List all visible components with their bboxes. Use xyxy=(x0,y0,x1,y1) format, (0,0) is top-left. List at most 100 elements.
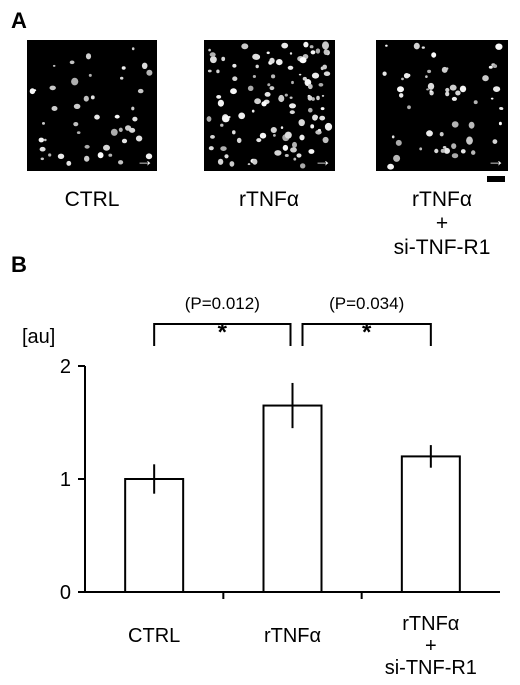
cell-nucleus xyxy=(499,107,503,110)
cell-nucleus xyxy=(310,50,316,55)
cell-nucleus xyxy=(57,153,65,159)
cell-nucleus xyxy=(220,123,224,127)
cell-nucleus xyxy=(413,42,420,50)
cell-nucleus xyxy=(490,97,494,100)
caption-line: si-TNF-R1 xyxy=(393,236,491,259)
cell-nucleus xyxy=(451,143,457,149)
bar xyxy=(262,404,323,593)
x-tick-label: rTNFα xyxy=(264,625,321,647)
cell-nucleus xyxy=(321,94,325,97)
cell-nucleus xyxy=(264,92,271,97)
cell-nucleus xyxy=(425,75,428,78)
cell-nucleus xyxy=(449,84,457,91)
cell-nucleus xyxy=(141,62,148,69)
cell-nucleus xyxy=(94,114,100,120)
cell-nucleus xyxy=(308,149,315,154)
cell-nucleus xyxy=(323,49,329,55)
cell-nucleus xyxy=(255,64,259,69)
cell-nucleus xyxy=(71,77,79,86)
cell-nucleus xyxy=(310,124,315,129)
p-value-label: (P=0.012) xyxy=(185,294,260,313)
cell-nucleus xyxy=(451,96,457,101)
cell-nucleus xyxy=(44,138,47,142)
cell-nucleus xyxy=(274,150,282,156)
cell-nucleus xyxy=(208,146,214,151)
cell-nucleus xyxy=(269,57,275,64)
cell-nucleus xyxy=(84,155,90,162)
cell-nucleus xyxy=(440,148,445,153)
cell-nucleus xyxy=(252,75,256,78)
cell-nucleus xyxy=(298,73,302,76)
cell-nucleus xyxy=(431,52,437,58)
cell-nucleus xyxy=(73,103,81,109)
cell-nucleus xyxy=(207,69,212,73)
cell-nucleus xyxy=(69,60,75,65)
y-tick-label: 1 xyxy=(60,469,71,491)
cell-nucleus xyxy=(97,152,104,159)
cell-nucleus xyxy=(256,138,262,143)
cell-nucleus xyxy=(131,106,135,111)
cell-nucleus xyxy=(267,83,271,87)
cell-nucleus xyxy=(289,110,295,115)
cell-nucleus xyxy=(317,128,321,132)
cell-nucleus xyxy=(302,76,307,81)
cell-nucleus xyxy=(232,63,237,68)
significance-bracket xyxy=(301,323,432,346)
cell-nucleus xyxy=(33,89,37,92)
cell-nucleus xyxy=(473,100,478,105)
cell-nucleus xyxy=(308,107,313,113)
cell-nucleus xyxy=(252,53,260,60)
cell-nucleus xyxy=(52,64,56,67)
cell-nucleus xyxy=(220,146,227,151)
cell-nucleus xyxy=(284,154,289,157)
cell-nucleus xyxy=(492,64,498,68)
micrograph-rtnfa-si-tnf-r1: → xyxy=(376,40,508,171)
cell-nucleus xyxy=(103,144,110,151)
micrograph-rtnfa-cells xyxy=(206,41,333,169)
cell-nucleus xyxy=(421,46,425,49)
cell-nucleus xyxy=(434,148,439,154)
cell-nucleus xyxy=(129,127,136,133)
cell-nucleus xyxy=(460,149,466,154)
cell-nucleus xyxy=(281,42,289,49)
cell-nucleus xyxy=(318,83,324,87)
x-tick-label: si-TNF-R1 xyxy=(385,657,477,679)
cell-nucleus xyxy=(455,90,461,96)
cell-nucleus xyxy=(216,95,222,99)
cell-nucleus xyxy=(312,114,318,121)
cell-nucleus xyxy=(296,153,302,158)
cell-nucleus xyxy=(271,74,276,79)
cell-nucleus xyxy=(280,126,284,129)
cell-nucleus xyxy=(399,93,404,98)
cell-nucleus xyxy=(216,69,220,74)
significance-star: * xyxy=(218,319,228,346)
cell-nucleus xyxy=(495,43,503,50)
cell-nucleus xyxy=(426,130,433,137)
cell-nucleus xyxy=(110,128,118,136)
cell-nucleus xyxy=(84,144,90,149)
cell-nucleus xyxy=(466,136,473,145)
cell-nucleus xyxy=(292,141,297,148)
cell-nucleus xyxy=(289,103,296,109)
cell-nucleus xyxy=(441,66,448,73)
cell-nucleus xyxy=(39,146,46,152)
x-tick-label: CTRL xyxy=(128,625,180,647)
cell-nucleus xyxy=(76,131,81,134)
cell-nucleus xyxy=(217,158,224,165)
panel-a-letter: A xyxy=(11,8,27,33)
cell-nucleus xyxy=(118,127,123,132)
cell-nucleus xyxy=(401,77,404,81)
cell-nucleus xyxy=(443,147,450,154)
cell-nucleus xyxy=(298,119,305,127)
arrow-icon: → xyxy=(136,150,154,170)
cell-nucleus xyxy=(261,101,267,107)
cell-nucleus xyxy=(482,75,489,82)
cell-nucleus xyxy=(315,48,321,54)
cell-nucleus xyxy=(120,76,124,80)
cell-nucleus xyxy=(307,83,313,90)
cell-nucleus xyxy=(259,132,267,139)
cell-nucleus xyxy=(322,41,329,50)
cell-nucleus xyxy=(316,95,320,101)
caption-rtnfa-si-tnf-r1: rTNFα + si-TNF-R1 xyxy=(372,188,512,260)
